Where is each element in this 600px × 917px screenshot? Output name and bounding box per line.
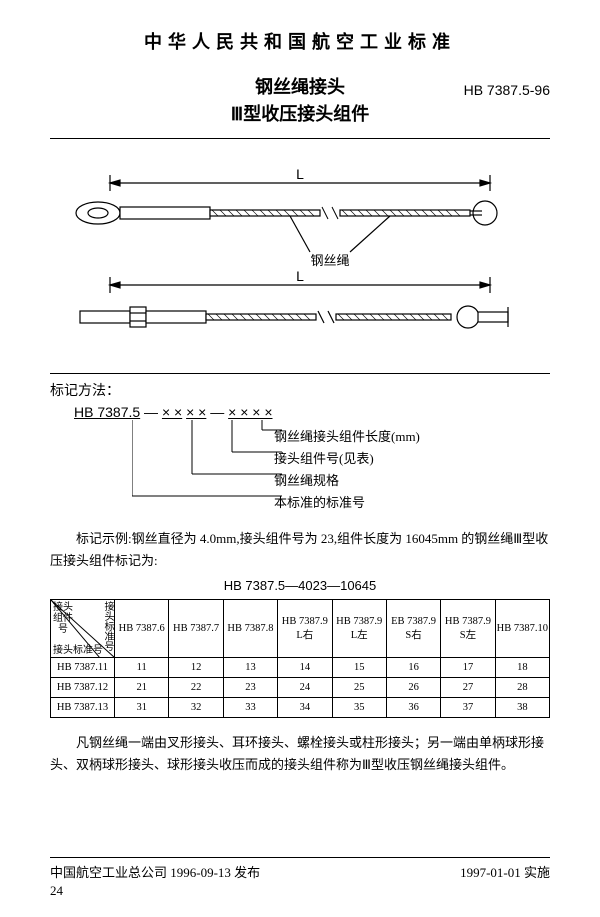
marking-xb: × × <box>186 404 206 420</box>
footer-effective: 1997-01-01 实施 <box>460 862 550 881</box>
col-header: HB 7387.10 <box>495 600 549 658</box>
marking-xc: × × × × <box>228 404 272 420</box>
marking-note-2: 接头组件号(见表) <box>274 448 420 470</box>
marking-notation: HB 7387.5 — × × × × — × × × × 钢丝绳接头组件长度(… <box>74 404 550 524</box>
description-paragraph: 凡钢丝绳一端由叉形接头、耳环接头、螺栓接头或柱形接头；另一端由单柄球形接头、双柄… <box>50 732 550 776</box>
marking-note-4: 本标准的标准号 <box>274 492 420 514</box>
svg-text:钢丝绳: 钢丝绳 <box>310 253 349 268</box>
table-row: HB 7387.111112131415161718 <box>51 658 550 678</box>
footer-issue: 中国航空工业总公司 1996-09-13 发布 <box>50 862 260 881</box>
table-row: HB 7387.122122232425262728 <box>51 678 550 698</box>
marking-note-1: 钢丝绳接头组件长度(mm) <box>274 426 420 448</box>
table-header-row: 接头组件号 接头标准号 接头标准号 HB 7387.6 HB 7387.7 HB… <box>51 600 550 658</box>
table-row: HB 7387.133132333435363738 <box>51 698 550 718</box>
example-intro: 标记示例:钢丝直径为 4.0mm,接头组件号为 23,组件长度为 16045mm… <box>50 528 550 572</box>
col-header: HB 7387.7 <box>169 600 223 658</box>
col-header: HB 7387.8 <box>223 600 277 658</box>
marking-note-3: 钢丝绳规格 <box>274 470 420 492</box>
marking-section-label: 标记方法： <box>50 380 550 400</box>
svg-text:L: L <box>296 268 304 284</box>
col-header: HB 7387.9L右 <box>278 600 332 658</box>
technical-diagram: L 钢丝绳 L <box>50 157 550 357</box>
title-block: 钢丝绳接头 Ⅲ型收压接头组件 HB 7387.5-96 <box>50 74 550 128</box>
page-number: 24 <box>50 883 550 899</box>
divider-thin <box>50 373 550 374</box>
col-header: HB 7387.6 <box>115 600 169 658</box>
marking-prefix: HB 7387.5 <box>74 404 140 420</box>
col-header: HB 7387.9S左 <box>441 600 495 658</box>
table-diagonal-header: 接头组件号 接头标准号 接头标准号 <box>51 600 115 658</box>
marking-tree-icon <box>132 420 292 520</box>
svg-text:L: L <box>296 166 304 182</box>
header-title: 中华人民共和国航空工业标准 <box>50 28 550 54</box>
example-code: HB 7387.5—4023—10645 <box>50 578 550 593</box>
col-header: EB 7387.9S右 <box>386 600 440 658</box>
marking-xa: × × <box>162 404 182 420</box>
divider <box>50 138 550 139</box>
component-table: 接头组件号 接头标准号 接头标准号 HB 7387.6 HB 7387.7 HB… <box>50 599 550 718</box>
title-line2: Ⅲ型收压接头组件 <box>50 101 550 128</box>
footer: 中国航空工业总公司 1996-09-13 发布 1997-01-01 实施 24 <box>50 857 550 899</box>
col-header: HB 7387.9L左 <box>332 600 386 658</box>
standard-code: HB 7387.5-96 <box>464 82 550 98</box>
